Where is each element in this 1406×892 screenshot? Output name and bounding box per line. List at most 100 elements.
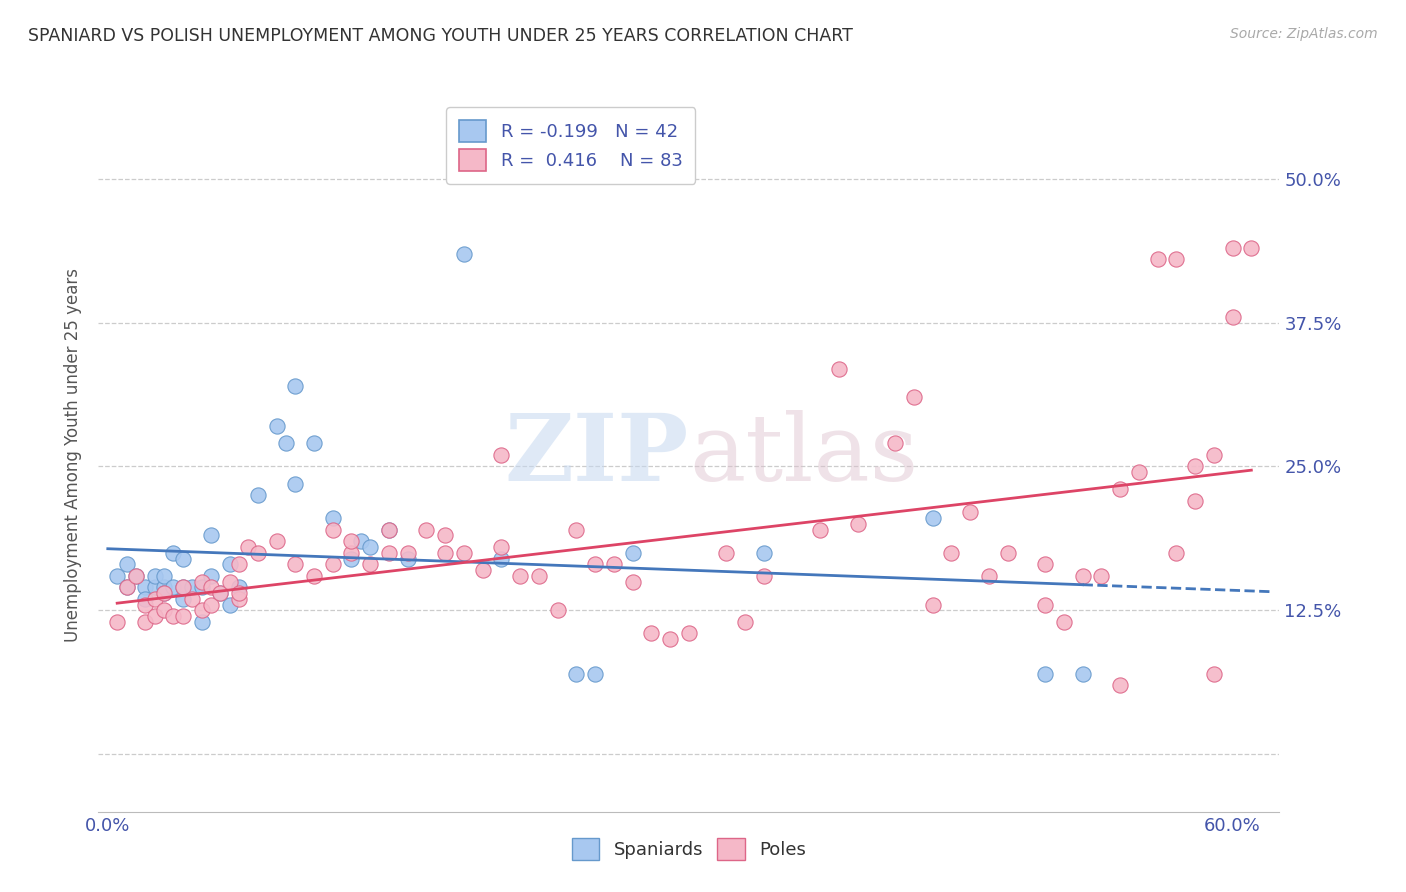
Point xyxy=(228,558,250,572)
Point xyxy=(162,546,184,560)
Point xyxy=(350,534,373,549)
Point xyxy=(491,448,513,462)
Point xyxy=(200,598,222,612)
Point xyxy=(162,609,184,624)
Point xyxy=(153,580,176,594)
Point xyxy=(453,246,475,260)
Point xyxy=(218,558,240,572)
Point xyxy=(246,488,269,502)
Point xyxy=(228,586,250,600)
Point xyxy=(921,598,943,612)
Point xyxy=(1033,558,1056,572)
Point xyxy=(1033,598,1056,612)
Point xyxy=(190,615,212,629)
Point xyxy=(322,558,344,572)
Point xyxy=(246,546,269,560)
Point xyxy=(190,580,212,594)
Point xyxy=(752,568,775,582)
Point xyxy=(115,580,138,594)
Point xyxy=(115,580,138,594)
Point xyxy=(1166,252,1188,267)
Point xyxy=(172,580,194,594)
Point xyxy=(134,615,156,629)
Point xyxy=(153,568,176,582)
Point xyxy=(228,591,250,606)
Point xyxy=(565,666,588,681)
Point xyxy=(1222,310,1244,324)
Point xyxy=(1222,241,1244,255)
Point xyxy=(621,574,644,589)
Text: SPANIARD VS POLISH UNEMPLOYMENT AMONG YOUTH UNDER 25 YEARS CORRELATION CHART: SPANIARD VS POLISH UNEMPLOYMENT AMONG YO… xyxy=(28,27,853,45)
Point xyxy=(105,568,128,582)
Text: ZIP: ZIP xyxy=(505,410,689,500)
Point xyxy=(134,598,156,612)
Point xyxy=(640,626,662,640)
Point xyxy=(977,568,1000,582)
Point xyxy=(143,609,166,624)
Point xyxy=(143,568,166,582)
Point xyxy=(181,591,204,606)
Point xyxy=(921,511,943,525)
Point xyxy=(603,558,626,572)
Point xyxy=(153,603,176,617)
Point xyxy=(378,523,401,537)
Point xyxy=(1184,494,1206,508)
Point xyxy=(1090,568,1112,582)
Point xyxy=(621,546,644,560)
Point xyxy=(846,516,869,531)
Text: atlas: atlas xyxy=(689,410,918,500)
Point xyxy=(997,546,1019,560)
Point xyxy=(752,546,775,560)
Point xyxy=(415,523,437,537)
Point xyxy=(284,476,307,491)
Point xyxy=(396,551,419,566)
Point xyxy=(274,436,297,450)
Point xyxy=(527,568,550,582)
Point xyxy=(678,626,700,640)
Point xyxy=(162,580,184,594)
Point xyxy=(181,580,204,594)
Point xyxy=(209,586,232,600)
Point xyxy=(105,615,128,629)
Point xyxy=(547,603,569,617)
Point xyxy=(959,506,981,520)
Point xyxy=(238,540,260,554)
Point xyxy=(143,591,166,606)
Point xyxy=(302,568,325,582)
Point xyxy=(491,540,513,554)
Point xyxy=(143,580,166,594)
Point xyxy=(491,551,513,566)
Point xyxy=(134,580,156,594)
Point xyxy=(1053,615,1076,629)
Point xyxy=(359,540,381,554)
Point xyxy=(125,568,148,582)
Point xyxy=(172,609,194,624)
Point xyxy=(153,586,176,600)
Point xyxy=(228,580,250,594)
Point xyxy=(903,390,925,404)
Point xyxy=(266,419,288,434)
Point xyxy=(1033,666,1056,681)
Point xyxy=(378,546,401,560)
Point xyxy=(1184,459,1206,474)
Point xyxy=(200,528,222,542)
Point xyxy=(340,546,363,560)
Point xyxy=(200,568,222,582)
Point xyxy=(1109,483,1132,497)
Y-axis label: Unemployment Among Youth under 25 years: Unemployment Among Youth under 25 years xyxy=(65,268,83,642)
Point xyxy=(378,523,401,537)
Point xyxy=(659,632,682,646)
Point xyxy=(1128,465,1150,479)
Point xyxy=(172,551,194,566)
Point xyxy=(509,568,531,582)
Point xyxy=(734,615,756,629)
Point xyxy=(941,546,963,560)
Point xyxy=(340,551,363,566)
Point xyxy=(828,361,851,376)
Legend: Spaniards, Poles: Spaniards, Poles xyxy=(558,823,820,874)
Point xyxy=(284,558,307,572)
Point xyxy=(1146,252,1168,267)
Point xyxy=(471,563,494,577)
Point xyxy=(453,546,475,560)
Point xyxy=(172,591,194,606)
